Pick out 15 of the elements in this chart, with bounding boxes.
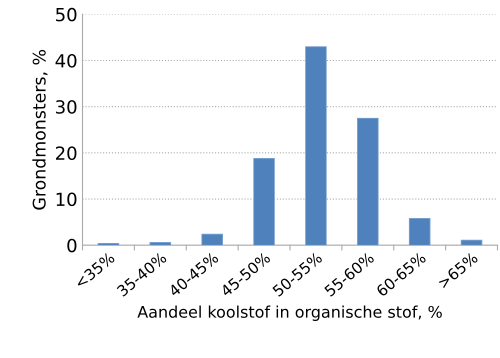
y-tick-label: 0	[67, 238, 76, 252]
y-tick-label: 30	[56, 100, 76, 114]
bar	[305, 46, 327, 246]
y-tick-label: 40	[56, 54, 76, 68]
y-axis-title: Grondmonsters, %	[32, 50, 48, 210]
bar	[150, 242, 172, 246]
bar	[460, 240, 482, 246]
bar	[357, 118, 379, 246]
bar	[253, 158, 275, 246]
y-tick-label: 20	[56, 146, 76, 160]
y-tick-label: 50	[56, 8, 76, 22]
bar	[408, 218, 430, 246]
x-axis-title: Aandeel koolstof in organische stof, %	[137, 306, 442, 321]
y-tick-label: 10	[56, 192, 76, 206]
bar	[201, 234, 223, 246]
